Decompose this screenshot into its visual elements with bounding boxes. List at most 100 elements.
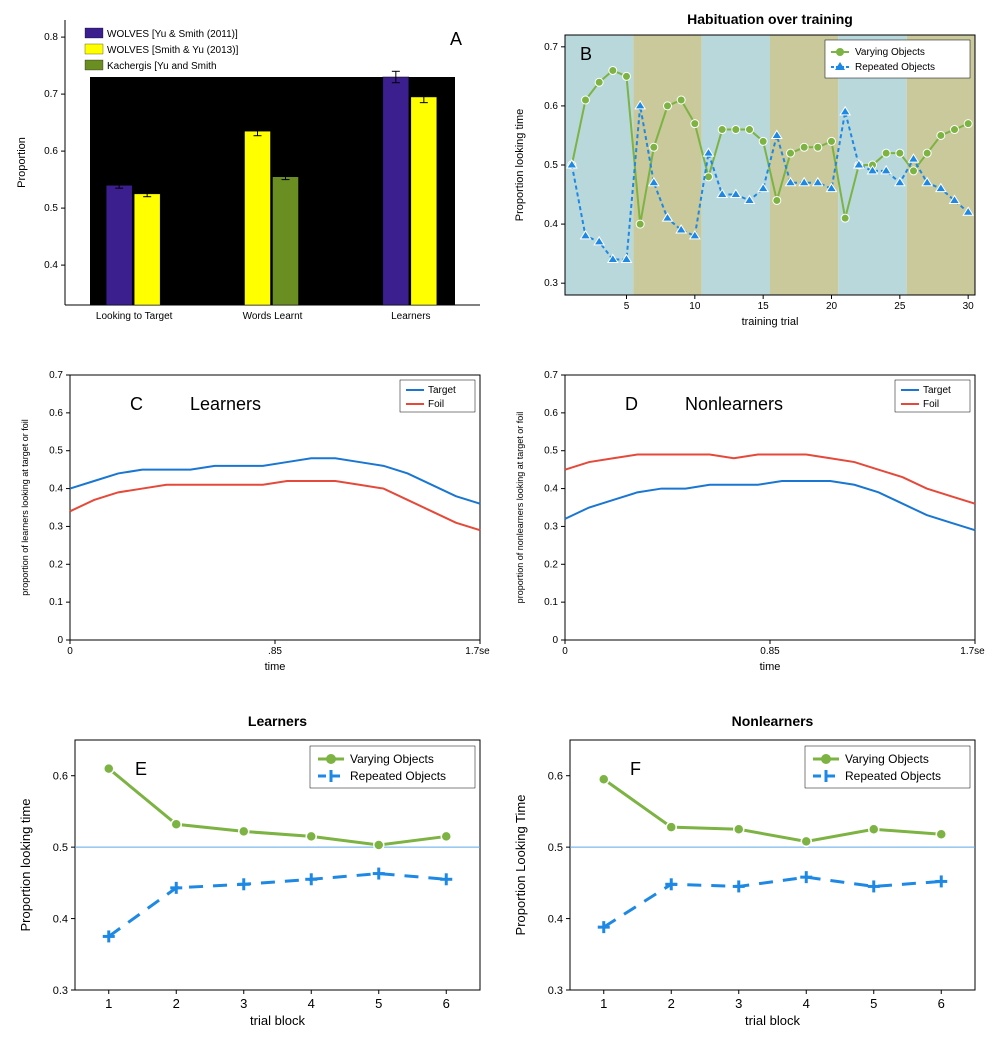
svg-text:0.2: 0.2: [544, 559, 558, 570]
svg-text:2: 2: [668, 996, 675, 1011]
svg-text:1.7sec: 1.7sec: [465, 646, 490, 657]
svg-text:trial block: trial block: [745, 1013, 800, 1028]
svg-text:0: 0: [552, 635, 558, 646]
svg-text:0.3: 0.3: [544, 278, 558, 289]
svg-text:10: 10: [689, 301, 701, 312]
svg-text:3: 3: [240, 996, 247, 1011]
svg-text:Varying Objects: Varying Objects: [845, 752, 929, 766]
svg-text:Proportion looking time: Proportion looking time: [514, 109, 526, 222]
svg-text:30: 30: [963, 301, 975, 312]
svg-text:Target: Target: [923, 385, 951, 396]
svg-text:Learners: Learners: [391, 311, 430, 322]
svg-text:0.1: 0.1: [49, 597, 63, 608]
svg-text:Looking to Target: Looking to Target: [96, 311, 173, 322]
svg-text:0.6: 0.6: [44, 146, 58, 157]
svg-text:time: time: [265, 661, 286, 673]
svg-text:Foil: Foil: [428, 399, 444, 410]
panel-c: 0 0.1 0.2 0.3 0.4 0.5 0.6 0.7 0 .85 1.7sec time prop…: [10, 360, 490, 680]
svg-text:0.5: 0.5: [53, 842, 68, 854]
panel-b: Habituation over training 0.3 0.4 0.5 0.6 0.7…: [505, 10, 985, 330]
svg-text:0.4: 0.4: [548, 914, 563, 926]
svg-text:proportion of learners looking: proportion of learners looking at target…: [20, 419, 30, 596]
svg-text:time: time: [760, 661, 781, 673]
svg-text:0: 0: [67, 646, 73, 657]
svg-text:proportion of nonlearners look: proportion of nonlearners looking at tar…: [515, 412, 525, 604]
svg-text:3: 3: [735, 996, 742, 1011]
svg-text:4: 4: [308, 996, 315, 1011]
svg-text:Repeated Objects: Repeated Objects: [855, 62, 935, 73]
svg-text:0.3: 0.3: [49, 521, 63, 532]
panel-e: Learners0.30.40.50.6123456trial blockPro…: [10, 710, 490, 1030]
svg-text:Habituation over training: Habituation over training: [687, 11, 853, 27]
svg-text:6: 6: [938, 996, 945, 1011]
svg-text:.85: .85: [268, 646, 282, 657]
svg-text:D: D: [625, 394, 638, 414]
svg-text:0.4: 0.4: [53, 914, 68, 926]
svg-text:1: 1: [600, 996, 607, 1011]
svg-text:0.8: 0.8: [44, 32, 58, 43]
svg-text:0.3: 0.3: [544, 521, 558, 532]
svg-text:1: 1: [105, 996, 112, 1011]
figure-grid: 0.4 0.5 0.6 0.7 0.8 Proportion Looking to Targ…: [10, 10, 983, 1030]
svg-text:training trial: training trial: [742, 316, 799, 328]
panel-d: 00.10.20.30.40.50.60.700.851.7sectimepro…: [505, 360, 985, 680]
svg-text:0: 0: [57, 635, 63, 646]
svg-text:0.6: 0.6: [544, 408, 558, 419]
svg-text:0.7: 0.7: [49, 370, 63, 381]
svg-text:Repeated Objects: Repeated Objects: [845, 769, 941, 783]
svg-text:0.5: 0.5: [544, 160, 558, 171]
svg-text:trial block: trial block: [250, 1013, 305, 1028]
svg-text:20: 20: [826, 301, 838, 312]
svg-text:Learners: Learners: [190, 394, 261, 414]
svg-text:Proportion Looking Time: Proportion Looking Time: [513, 795, 528, 936]
svg-text:5: 5: [624, 301, 630, 312]
svg-text:5: 5: [375, 996, 382, 1011]
svg-text:0.6: 0.6: [53, 771, 68, 783]
svg-text:0.6: 0.6: [49, 408, 63, 419]
svg-text:Varying Objects: Varying Objects: [350, 752, 434, 766]
svg-text:WOLVES [Smith & Yu (2013)]: WOLVES [Smith & Yu (2013)]: [107, 45, 239, 56]
svg-text:0.4: 0.4: [49, 484, 63, 495]
svg-text:0.6: 0.6: [548, 771, 563, 783]
svg-text:0.5: 0.5: [44, 203, 58, 214]
svg-text:A: A: [450, 29, 462, 49]
svg-text:F: F: [630, 759, 641, 779]
svg-text:0.4: 0.4: [544, 484, 558, 495]
panel-a: 0.4 0.5 0.6 0.7 0.8 Proportion Looking to Targ…: [10, 10, 490, 330]
svg-text:Proportion: Proportion: [16, 137, 28, 188]
svg-text:2: 2: [173, 996, 180, 1011]
svg-text:0.7: 0.7: [44, 89, 58, 100]
svg-text:4: 4: [803, 996, 810, 1011]
svg-text:E: E: [135, 759, 147, 779]
svg-text:0: 0: [562, 646, 568, 657]
svg-text:Nonlearners: Nonlearners: [685, 394, 783, 414]
svg-text:0.85: 0.85: [760, 646, 780, 657]
svg-text:Nonlearners: Nonlearners: [732, 713, 814, 729]
svg-text:0.4: 0.4: [44, 260, 58, 271]
svg-text:Varying Objects: Varying Objects: [855, 47, 925, 58]
svg-text:25: 25: [894, 301, 906, 312]
svg-text:Words Learnt: Words Learnt: [243, 311, 303, 322]
svg-text:0.2: 0.2: [49, 559, 63, 570]
svg-text:C: C: [130, 394, 143, 414]
svg-text:6: 6: [443, 996, 450, 1011]
svg-text:0.5: 0.5: [544, 446, 558, 457]
svg-text:Proportion looking time: Proportion looking time: [18, 799, 33, 932]
svg-text:Repeated Objects: Repeated Objects: [350, 769, 446, 783]
svg-text:Kachergis [Yu and Smith: Kachergis [Yu and Smith: [107, 61, 217, 72]
svg-text:0.3: 0.3: [53, 985, 68, 997]
svg-text:0.4: 0.4: [544, 219, 558, 230]
svg-text:0.5: 0.5: [49, 446, 63, 457]
svg-text:0.1: 0.1: [544, 597, 558, 608]
svg-text:Target: Target: [428, 385, 456, 396]
svg-text:0.7: 0.7: [544, 42, 558, 53]
svg-text:B: B: [580, 44, 592, 64]
svg-text:1.7sec: 1.7sec: [960, 646, 985, 657]
panel-f: Nonlearners 0.3 0.4 0.5 0.6 1 2 3 4 5 6 trial block…: [505, 710, 985, 1030]
svg-text:0.5: 0.5: [548, 842, 563, 854]
svg-text:5: 5: [870, 996, 877, 1011]
svg-text:0.6: 0.6: [544, 101, 558, 112]
svg-text:WOLVES [Yu & Smith (2011)]: WOLVES [Yu & Smith (2011)]: [107, 29, 238, 40]
svg-text:Foil: Foil: [923, 399, 939, 410]
svg-text:0.3: 0.3: [548, 985, 563, 997]
